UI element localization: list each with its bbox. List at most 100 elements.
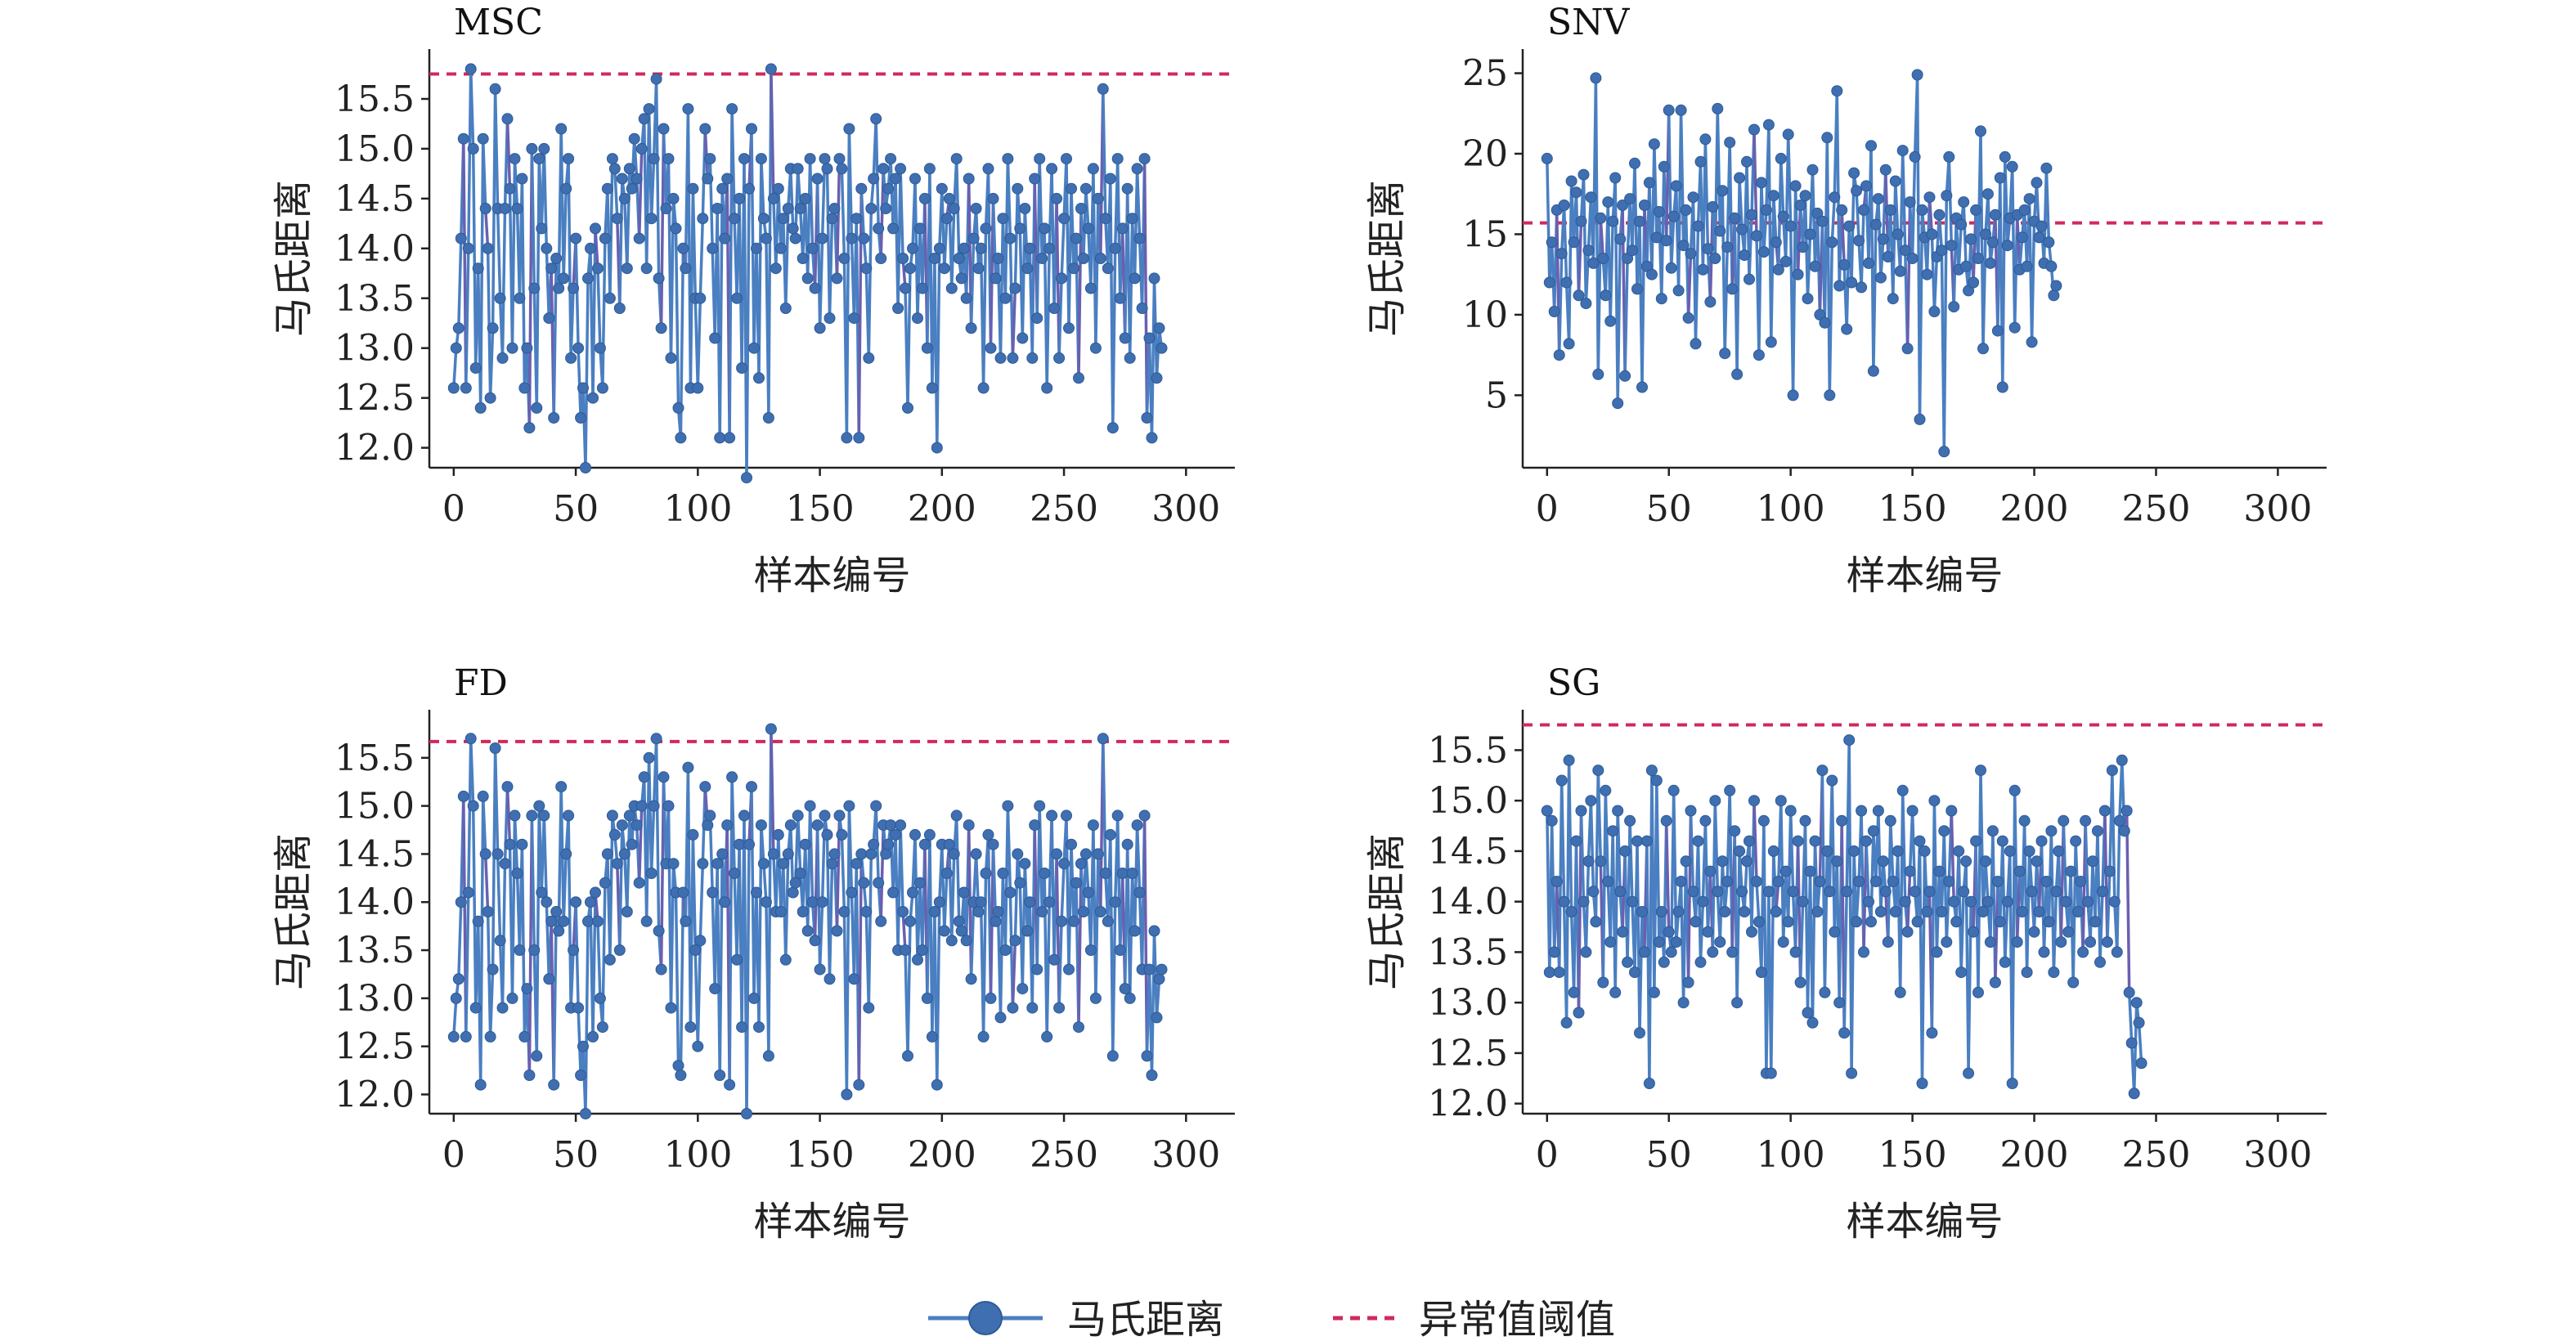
x-axis-title: 样本编号	[1846, 1199, 2003, 1245]
data-point	[1846, 276, 1858, 289]
data-point	[1056, 272, 1068, 285]
data-point	[523, 1070, 536, 1081]
data-point	[1039, 868, 1051, 879]
data-point	[994, 352, 1007, 364]
data-point	[1066, 838, 1077, 850]
data-point	[1916, 1078, 1928, 1089]
data-point	[716, 848, 729, 860]
data-point	[1999, 956, 2011, 968]
data-point	[2013, 865, 2026, 877]
data-point	[2006, 160, 2018, 173]
data-point	[1779, 865, 1792, 877]
series-segment	[857, 188, 864, 438]
data-point	[543, 973, 555, 985]
data-point	[853, 1079, 865, 1091]
data-point	[1687, 886, 1699, 898]
data-point	[496, 352, 509, 364]
series-segment	[1743, 861, 1748, 913]
data-point	[873, 877, 885, 889]
data-point	[1114, 292, 1126, 304]
data-point	[1648, 138, 1660, 150]
data-point	[1595, 212, 1607, 224]
series-segment	[1584, 250, 1591, 304]
data-point	[494, 292, 506, 304]
data-point	[665, 352, 677, 364]
data-point	[994, 1011, 1007, 1024]
y-axis-title: 马氏距离	[1364, 180, 1410, 337]
data-point	[1102, 262, 1114, 275]
data-point	[1980, 855, 1991, 868]
data-point	[757, 213, 770, 225]
data-point	[1709, 795, 1721, 807]
series-segment	[542, 815, 549, 903]
data-point	[1858, 946, 1869, 958]
data-point	[799, 192, 811, 204]
data-point	[2040, 162, 2053, 174]
data-point	[1575, 805, 1587, 817]
data-point	[675, 1070, 687, 1081]
data-point	[1585, 795, 1597, 807]
data-point	[1141, 412, 1153, 424]
data-point	[2001, 240, 2013, 252]
data-point	[611, 858, 623, 870]
data-point	[2011, 936, 2023, 949]
data-point	[1836, 204, 1848, 216]
data-point	[623, 163, 635, 175]
x-tick-label: 200	[2000, 488, 2069, 530]
data-point	[950, 153, 963, 165]
series-segment	[2025, 850, 2031, 973]
data-point	[779, 953, 792, 966]
data-point	[1755, 177, 1767, 189]
series-segment	[1640, 204, 1646, 388]
data-point	[582, 915, 594, 927]
data-point	[1977, 906, 1989, 917]
data-point	[1636, 381, 1648, 393]
y-tick-label: 12.0	[334, 428, 415, 469]
data-point	[1829, 926, 1841, 938]
data-point	[965, 322, 977, 334]
data-point	[923, 828, 936, 841]
data-point	[1073, 1021, 1084, 1034]
data-point	[558, 272, 570, 285]
data-point	[904, 915, 916, 927]
data-point	[1658, 160, 1670, 173]
data-point	[1590, 72, 1602, 84]
data-point	[902, 1050, 913, 1062]
data-point	[1660, 814, 1672, 827]
data-point	[1007, 352, 1019, 364]
data-point	[1099, 213, 1111, 225]
series-segment	[857, 854, 864, 1085]
data-point	[1872, 193, 1884, 205]
data-point	[655, 322, 667, 334]
data-point	[692, 1040, 704, 1052]
data-point	[1719, 348, 1731, 360]
data-point	[970, 203, 982, 214]
data-point	[675, 432, 687, 444]
data-point	[1026, 1002, 1039, 1014]
data-point	[1757, 814, 1770, 827]
data-point	[601, 848, 613, 860]
series-segment	[2084, 820, 2089, 902]
data-point	[1741, 155, 1752, 168]
series-segment	[1560, 780, 1566, 902]
data-point	[1838, 258, 1851, 271]
data-point	[907, 242, 918, 254]
data-point	[1582, 244, 1595, 257]
data-point	[2021, 967, 2033, 979]
data-point	[2103, 865, 2116, 877]
data-point	[2130, 997, 2143, 1009]
data-point	[2123, 986, 2135, 998]
x-tick-label: 50	[1646, 488, 1692, 530]
data-point	[631, 173, 643, 185]
data-point	[633, 877, 645, 889]
data-point	[1762, 886, 1775, 898]
series-segment	[520, 844, 527, 1037]
series-segment	[1616, 239, 1622, 404]
data-point	[882, 838, 895, 850]
series-segment	[513, 815, 519, 874]
data-point	[797, 253, 809, 264]
data-point	[1965, 895, 1977, 908]
x-tick-label: 200	[2000, 1134, 2069, 1176]
data-point	[1717, 185, 1729, 197]
series-segment	[1562, 204, 1568, 283]
